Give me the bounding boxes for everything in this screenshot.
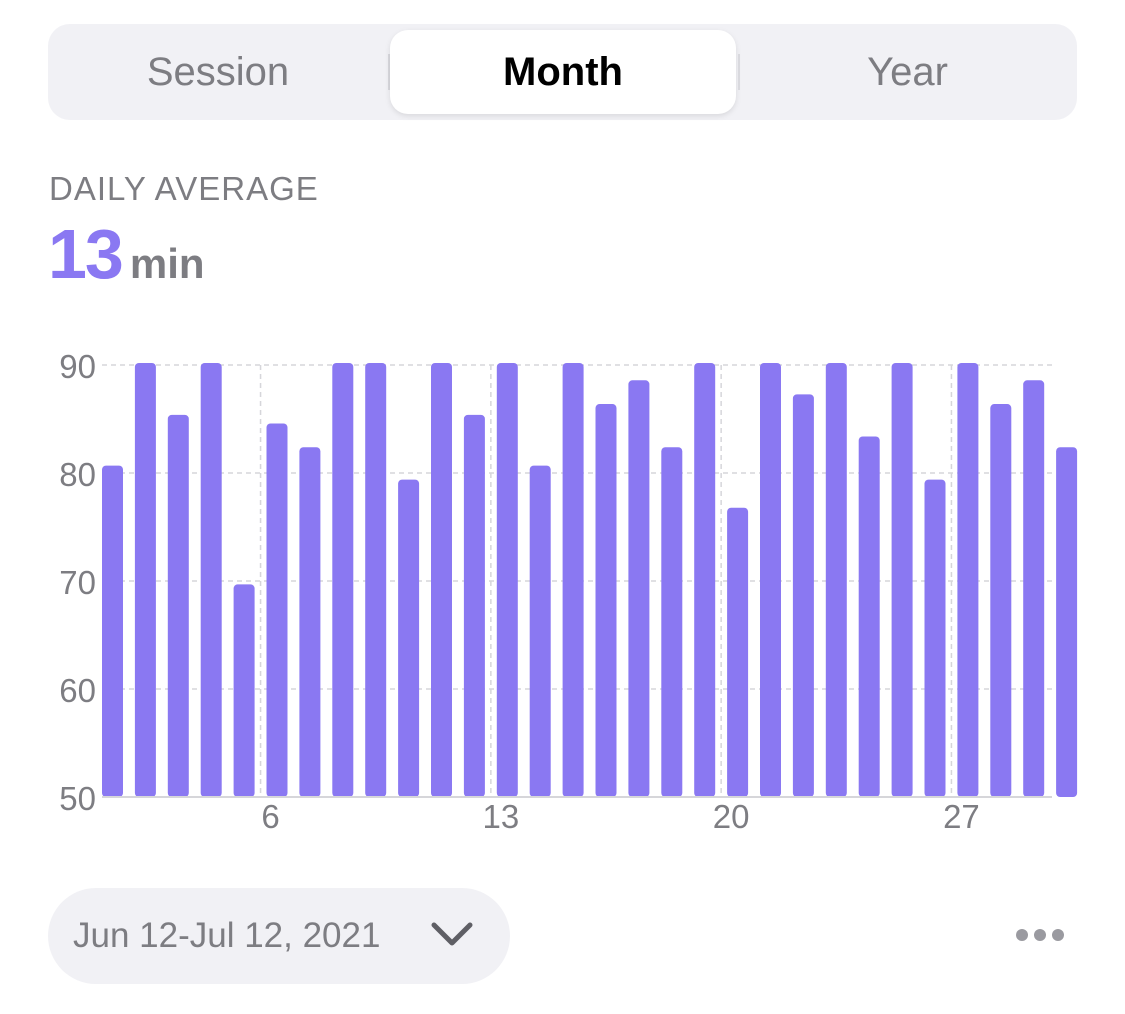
bar-day-8[interactable] — [332, 363, 354, 797]
bar-day-5[interactable] — [233, 584, 255, 797]
date-range-label: Jun 12-Jul 12, 2021 — [73, 916, 381, 955]
bar-day-12[interactable] — [463, 414, 485, 797]
bar-day-7[interactable] — [299, 447, 321, 797]
bar-day-25[interactable] — [891, 363, 913, 797]
x-tick-label: 20 — [713, 798, 750, 835]
tab-year[interactable]: Year — [867, 50, 948, 94]
bar-day-20[interactable] — [727, 507, 749, 797]
x-tick-label: 27 — [943, 798, 980, 835]
bar-day-27[interactable] — [957, 363, 979, 797]
bar-day-14[interactable] — [529, 465, 551, 797]
y-tick-label: 50 — [59, 780, 96, 817]
y-tick-label: 70 — [59, 564, 96, 601]
bar-day-29[interactable] — [1023, 380, 1045, 797]
bar-day-3[interactable] — [167, 414, 189, 797]
tab-session[interactable]: Session — [146, 50, 290, 94]
bar-day-24[interactable] — [858, 436, 880, 797]
bar-day-22[interactable] — [792, 394, 814, 797]
daily-average-unit: min — [129, 240, 205, 287]
x-tick-label: 6 — [261, 798, 279, 835]
period-segmented-control: Session Month Year — [48, 24, 1077, 120]
more-icon[interactable] — [1010, 918, 1070, 952]
bar-day-13[interactable] — [496, 363, 518, 797]
bar-day-30[interactable] — [1056, 447, 1078, 797]
y-tick-label: 80 — [59, 456, 96, 493]
bar-day-4[interactable] — [200, 363, 222, 797]
x-tick-label: 13 — [482, 798, 519, 835]
bar-day-9[interactable] — [365, 363, 387, 797]
date-range-selector[interactable]: Jun 12-Jul 12, 2021 — [48, 888, 510, 984]
bar-day-11[interactable] — [431, 363, 452, 797]
daily-average-label: DAILY AVERAGE — [49, 170, 319, 207]
bar-day-23[interactable] — [825, 363, 847, 797]
tab-month[interactable]: Month — [390, 30, 736, 114]
chevron-down-icon — [431, 922, 473, 946]
y-tick-label: 90 — [59, 348, 96, 385]
bar-day-15[interactable] — [562, 363, 584, 797]
bar-day-18[interactable] — [661, 447, 683, 797]
segment-divider — [738, 54, 740, 90]
bar-day-6[interactable] — [266, 423, 288, 797]
daily-bar-chart: 50 60 70 80 90 6 13 20 27 — [59, 348, 1078, 835]
bar-day-1[interactable] — [102, 465, 123, 797]
daily-average-value: 13 — [48, 215, 124, 293]
bar-day-2[interactable] — [134, 363, 156, 797]
y-tick-label: 60 — [59, 672, 96, 709]
segment-divider — [388, 54, 390, 90]
bar-day-16[interactable] — [595, 404, 617, 797]
bar-day-17[interactable] — [628, 380, 650, 797]
bar-day-28[interactable] — [990, 404, 1012, 797]
bar-day-26[interactable] — [924, 479, 946, 797]
bar-day-21[interactable] — [760, 363, 781, 797]
bar-day-19[interactable] — [694, 363, 716, 797]
bar-day-10[interactable] — [398, 479, 420, 797]
daily-average: 13 min — [48, 214, 205, 294]
